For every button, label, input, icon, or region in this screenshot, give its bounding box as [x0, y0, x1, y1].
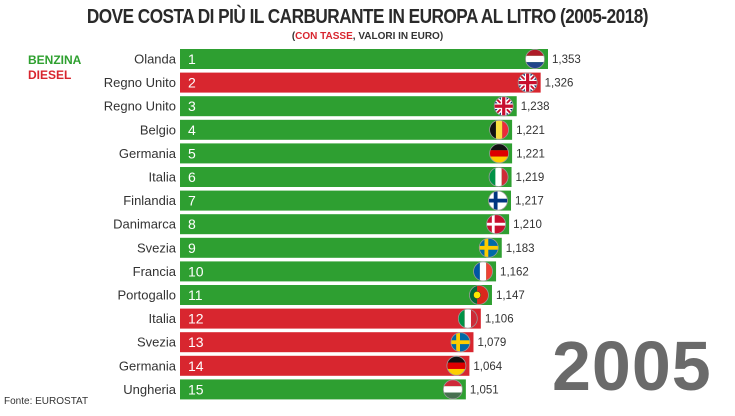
- germany-flag-icon: [489, 143, 509, 164]
- subtitle-rest: , VALORI IN EURO): [352, 31, 444, 42]
- france-flag-icon: [473, 261, 493, 282]
- bar-diesel: [180, 332, 474, 353]
- sweden-flag-icon: [478, 237, 499, 258]
- bar-benzina: [180, 167, 512, 187]
- rank-label: 5: [188, 145, 196, 161]
- rank-label: 3: [188, 98, 196, 114]
- value-label: 1,219: [516, 172, 545, 184]
- value-label: 1,147: [496, 290, 525, 302]
- rank-label: 6: [188, 169, 196, 185]
- sweden-flag-icon: [450, 332, 471, 353]
- value-label: 1,221: [516, 125, 545, 137]
- bar-benzina: [180, 143, 513, 164]
- legend-diesel: DIESEL: [28, 68, 72, 82]
- rank-label: 11: [188, 287, 203, 303]
- value-label: 1,221: [516, 148, 545, 160]
- value-label: 1,064: [473, 361, 502, 373]
- chart-title: DOVE COSTA DI PIÙ IL CARBURANTE IN EUROP…: [86, 6, 649, 28]
- country-label: Germania: [119, 358, 177, 373]
- country-label: Regno Unito: [104, 75, 176, 90]
- value-label: 1,353: [552, 54, 581, 66]
- rank-label: 12: [188, 311, 204, 327]
- country-label: Finlandia: [123, 193, 177, 208]
- value-label: 1,326: [545, 78, 574, 90]
- country-label: Ungheria: [123, 382, 177, 397]
- country-label: Svezia: [137, 335, 177, 350]
- value-label: 1,210: [513, 219, 542, 231]
- country-label: Danimarca: [113, 217, 177, 232]
- bar-benzina: [180, 214, 510, 235]
- country-label: Svezia: [137, 240, 177, 255]
- country-label: Regno Unito: [104, 99, 176, 114]
- bar-benzina: [180, 285, 492, 305]
- bar-benzina: [180, 96, 517, 117]
- value-label: 1,238: [521, 101, 550, 113]
- value-label: 1,079: [477, 337, 506, 349]
- value-label: 1,106: [485, 314, 514, 326]
- country-label: Portogallo: [117, 288, 176, 303]
- bar-diesel: [180, 308, 481, 329]
- country-label: Belgio: [140, 122, 176, 137]
- country-label: Italia: [149, 311, 177, 326]
- rank-label: 8: [188, 216, 196, 232]
- bar-diesel: [180, 72, 541, 93]
- rank-label: 1: [188, 51, 196, 67]
- rank-label: 13: [188, 334, 204, 350]
- country-label: Francia: [133, 264, 177, 279]
- rank-label: 2: [188, 75, 196, 91]
- bar-benzina: [180, 237, 502, 258]
- rank-label: 7: [188, 193, 196, 209]
- country-label: Italia: [149, 170, 177, 185]
- italy-flag-icon: [488, 167, 509, 187]
- bar-benzina: [180, 190, 512, 211]
- bar-benzina: [180, 119, 513, 140]
- italy-flag-icon: [457, 308, 478, 329]
- subtitle-highlight: CON TASSE: [295, 31, 353, 42]
- netherlands-flag-icon: [525, 49, 545, 69]
- belgium-flag-icon: [489, 119, 509, 140]
- hungary-flag-icon: [442, 379, 463, 400]
- rank-label: 15: [188, 381, 204, 397]
- value-label: 1,051: [470, 384, 499, 396]
- rank-label: 14: [188, 358, 204, 374]
- bar-diesel: [180, 355, 470, 376]
- portugal-flag-icon: [469, 285, 489, 305]
- country-label: Olanda: [134, 52, 177, 67]
- year-label: 2005: [552, 327, 712, 405]
- uk-flag-icon: [493, 96, 514, 117]
- chart-subtitle: (CON TASSE, VALORI IN EURO): [0, 31, 735, 42]
- finland-flag-icon: [488, 190, 508, 211]
- value-label: 1,217: [515, 196, 544, 208]
- source-note: Fonte: EUROSTAT: [4, 396, 89, 407]
- value-label: 1,162: [500, 266, 529, 278]
- uk-flag-icon: [517, 72, 538, 93]
- bar-benzina: [180, 261, 497, 282]
- bar-benzina: [180, 379, 466, 400]
- rank-label: 9: [188, 240, 196, 256]
- rank-label: 10: [188, 263, 204, 279]
- legend-benzina: BENZINA: [28, 53, 82, 67]
- denmark-flag-icon: [486, 214, 507, 235]
- value-label: 1,183: [506, 243, 535, 255]
- germany-flag-icon: [446, 355, 467, 376]
- country-label: Germania: [119, 146, 177, 161]
- legend: BENZINA DIESEL: [28, 53, 81, 83]
- bar-benzina: [180, 49, 548, 69]
- subtitle-open: (: [291, 31, 296, 42]
- rank-label: 4: [188, 122, 196, 138]
